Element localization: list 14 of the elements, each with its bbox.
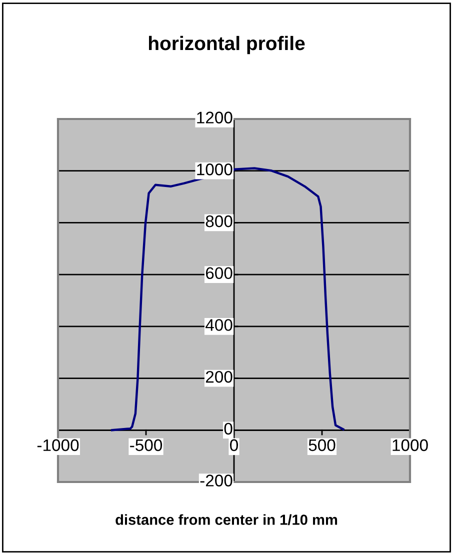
y-tick-label: 600 bbox=[206, 267, 232, 280]
y-tick-label: -200 bbox=[200, 474, 232, 486]
y-tick-label: 0 bbox=[224, 422, 232, 435]
x-tick-label: 1000 bbox=[392, 439, 428, 452]
x-tick-label: 500 bbox=[308, 439, 336, 452]
y-tick-label: 1000 bbox=[197, 164, 232, 176]
x-axis-title: distance from center in 1/10 mm bbox=[116, 514, 338, 526]
chart-title: horizontal profile bbox=[149, 36, 305, 54]
y-tick-label: 1200 bbox=[197, 112, 232, 124]
y-tick-label: 200 bbox=[206, 370, 232, 383]
x-tick-label: -500 bbox=[130, 439, 162, 452]
x-tick-label: -1000 bbox=[37, 439, 79, 452]
y-tick-label: 800 bbox=[206, 215, 232, 228]
y-tick-label: 400 bbox=[206, 319, 232, 331]
